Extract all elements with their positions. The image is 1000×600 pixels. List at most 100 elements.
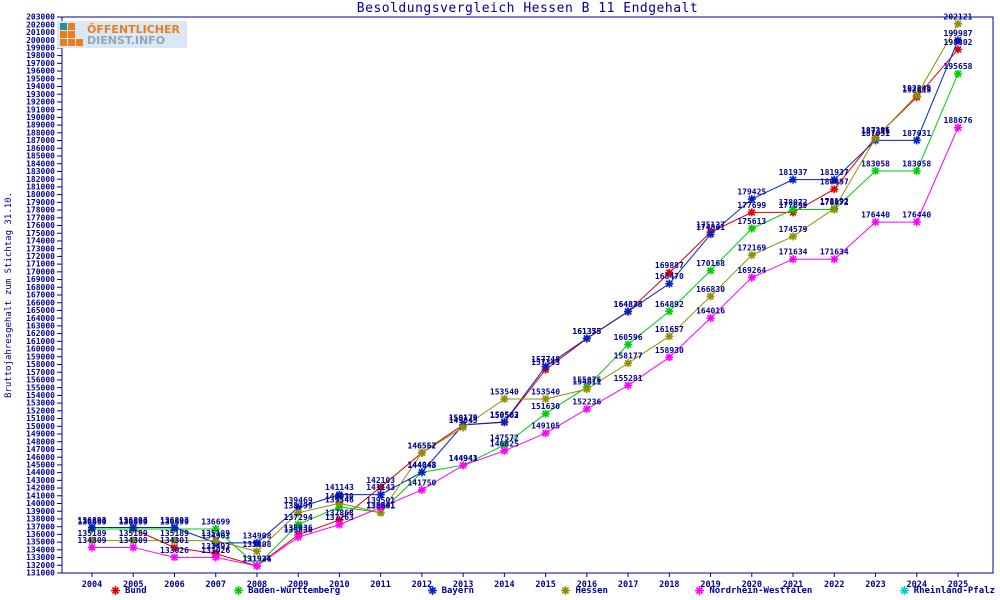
svg-text:142000: 142000 [26,484,55,493]
svg-text:164000: 164000 [26,314,55,323]
legend-marker-icon [561,586,571,595]
svg-text:188676: 188676 [944,116,973,125]
svg-text:141143: 141143 [325,483,354,492]
svg-text:169000: 169000 [26,275,55,284]
chart-title: Besoldungsvergleich Hessen B 11 Endgehal… [356,1,699,16]
svg-text:2025: 2025 [948,580,968,590]
svg-text:162000: 162000 [26,329,55,338]
svg-text:149845: 149845 [449,416,478,425]
svg-text:2010: 2010 [329,580,349,590]
svg-text:157000: 157000 [26,368,55,377]
svg-text:139501: 139501 [366,496,395,505]
svg-text:137263: 137263 [325,513,354,522]
svg-text:195000: 195000 [26,74,55,83]
svg-text:139469: 139469 [284,496,313,505]
svg-text:146825: 146825 [490,439,519,448]
svg-text:150000: 150000 [26,422,55,431]
svg-text:136893: 136893 [119,516,148,525]
svg-text:149000: 149000 [26,430,55,439]
svg-text:132000: 132000 [26,561,55,570]
svg-text:160000: 160000 [26,345,55,354]
svg-text:174000: 174000 [26,237,55,246]
svg-text:185000: 185000 [26,152,55,161]
svg-text:136000: 136000 [26,530,55,539]
svg-text:152236: 152236 [572,398,601,407]
svg-text:2006: 2006 [164,580,184,590]
legend-marker-icon [899,586,909,595]
logo-text: ÖFFENTLICHER DIENST.INFO [87,24,180,46]
svg-text:187000: 187000 [26,136,55,145]
logo-squares-icon [60,23,83,46]
svg-text:203000: 203000 [26,13,55,22]
svg-text:2009: 2009 [288,580,308,590]
svg-text:146562: 146562 [407,441,436,450]
svg-text:134908: 134908 [242,531,271,540]
svg-text:150179: 150179 [449,413,478,422]
svg-text:168470: 168470 [655,272,684,281]
svg-text:2017: 2017 [618,580,638,590]
svg-text:140030: 140030 [325,492,354,501]
svg-text:140000: 140000 [26,499,55,508]
svg-text:178000: 178000 [26,206,55,215]
svg-text:2021: 2021 [783,580,803,590]
svg-text:184000: 184000 [26,159,55,168]
svg-text:163000: 163000 [26,321,55,330]
svg-text:141000: 141000 [26,491,55,500]
svg-text:175000: 175000 [26,229,55,238]
legend-item-hessen: Hessen [560,585,608,596]
svg-text:148000: 148000 [26,437,55,446]
svg-text:144048: 144048 [407,461,436,470]
legend-label: Hessen [575,585,608,596]
svg-text:150175: 150175 [449,413,478,422]
svg-text:199987: 199987 [944,29,973,38]
svg-text:175137: 175137 [696,221,725,230]
svg-text:160596: 160596 [614,333,643,342]
svg-text:138841: 138841 [366,501,395,510]
svg-text:144000: 144000 [26,468,55,477]
y-axis-label: Bruttojahresgehalt zum Stichtag 31.10. [4,192,14,398]
svg-text:161657: 161657 [655,325,684,334]
svg-text:137868: 137868 [325,508,354,517]
svg-text:188000: 188000 [26,128,55,137]
chart-legend: Bund Baden-Württemberg Bayern Hessen Nordrhe… [110,585,995,596]
svg-text:178192: 178192 [820,197,849,206]
svg-text:136699: 136699 [119,517,148,526]
svg-text:161355: 161355 [572,327,601,336]
svg-text:144941: 144941 [449,454,478,463]
oeffentlicher-dienst-logo[interactable]: ÖFFENTLICHER DIENST.INFO [57,21,187,48]
x-axis-ticks: 2004 2005 2006 2007 2008 2009 2010 2011 2012 2013… [82,573,968,590]
svg-text:138000: 138000 [26,515,55,524]
svg-text:143000: 143000 [26,476,55,485]
svg-text:196000: 196000 [26,67,55,76]
svg-text:2007: 2007 [205,580,225,590]
svg-text:187031: 187031 [902,129,931,138]
svg-text:139546: 139546 [325,496,354,505]
svg-text:187031: 187031 [861,129,890,138]
legend-item-baden-wuerttemberg: Baden-Württemberg [233,585,340,596]
svg-text:174579: 174579 [779,225,808,234]
svg-text:181000: 181000 [26,182,55,191]
svg-text:202000: 202000 [26,20,55,29]
svg-text:182000: 182000 [26,175,55,184]
svg-text:135189: 135189 [160,529,189,538]
svg-text:153540: 153540 [490,387,519,396]
svg-text:158930: 158930 [655,346,684,355]
svg-text:155281: 155281 [614,374,643,383]
svg-text:2016: 2016 [577,580,597,590]
svg-text:195658: 195658 [944,62,973,71]
svg-text:2024: 2024 [907,580,927,590]
svg-text:166000: 166000 [26,298,55,307]
svg-text:151000: 151000 [26,414,55,423]
svg-text:135189: 135189 [201,529,230,538]
svg-text:2014: 2014 [494,580,514,590]
svg-text:164016: 164016 [696,307,725,316]
svg-text:198000: 198000 [26,51,55,60]
svg-text:187396: 187396 [861,126,890,135]
logo-line2: DIENST.INFO [87,33,166,47]
svg-text:154811: 154811 [572,378,601,387]
svg-text:165000: 165000 [26,306,55,315]
legend-marker-icon [695,586,705,595]
svg-text:164835: 164835 [614,300,643,309]
svg-text:147000: 147000 [26,445,55,454]
legend-item-bayern: Bayern [427,585,474,596]
